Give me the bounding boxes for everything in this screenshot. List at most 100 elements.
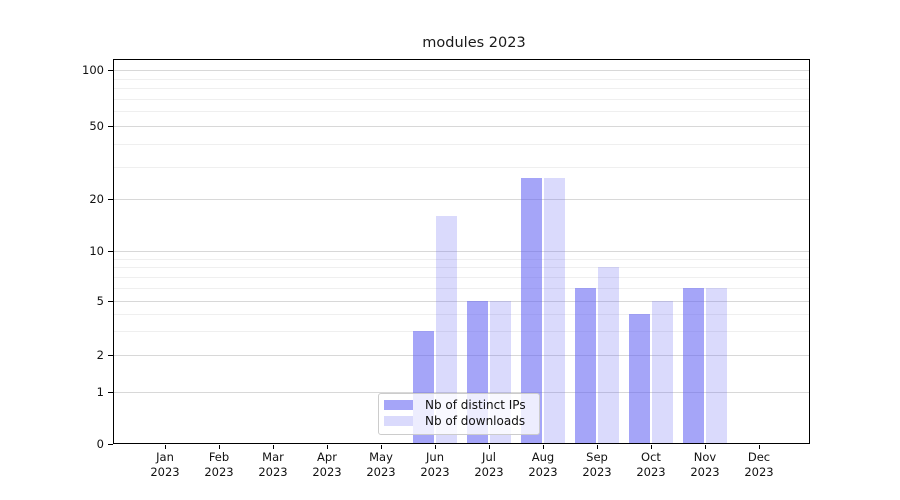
- gridline-minor-9: [114, 259, 809, 260]
- x-tick-year: 2023: [636, 465, 666, 479]
- gridline-minor-90: [114, 79, 809, 80]
- gridline-major-20: [114, 199, 809, 200]
- x-tick-label-apr: Apr 2023: [297, 450, 357, 480]
- x-tick-label-nov: Nov 2023: [675, 450, 735, 480]
- bar-oct-downloads: [652, 301, 673, 443]
- x-tick-month: Oct: [641, 450, 661, 464]
- legend-entry-distinct-ips: Nb of distinct IPs: [379, 397, 539, 413]
- legend-label-distinct-ips: Nb of distinct IPs: [425, 398, 526, 412]
- legend-entry-downloads: Nb of downloads: [379, 413, 539, 429]
- x-tick-year: 2023: [312, 465, 342, 479]
- x-tick-month: Jul: [482, 450, 496, 464]
- y-tick-mark-1: [108, 392, 113, 393]
- bar-sep-downloads: [598, 267, 619, 443]
- x-tick-label-aug: Aug 2023: [513, 450, 573, 480]
- y-tick-label-50: 50: [89, 119, 104, 133]
- x-tick-label-jul: Jul 2023: [459, 450, 519, 480]
- gridline-minor-60: [114, 111, 809, 112]
- y-tick-label-5: 5: [96, 294, 104, 308]
- y-tick-label-20: 20: [89, 192, 104, 206]
- legend-swatch-downloads: [384, 416, 413, 426]
- x-tick-year: 2023: [474, 465, 504, 479]
- x-tick-month: Feb: [208, 450, 230, 464]
- x-tick-month: May: [369, 450, 393, 464]
- x-tick-mark-jul: [489, 445, 490, 449]
- y-tick-mark-50: [108, 126, 113, 127]
- x-tick-year: 2023: [420, 465, 450, 479]
- x-tick-label-sep: Sep 2023: [567, 450, 627, 480]
- x-tick-label-dec: Dec 2023: [729, 450, 789, 480]
- gridline-major-5: [114, 301, 809, 302]
- chart-title: modules 2023: [422, 35, 526, 51]
- gridline-minor-6: [114, 288, 809, 289]
- x-tick-month: Nov: [693, 450, 717, 464]
- x-tick-label-jan: Jan 2023: [135, 450, 195, 480]
- x-tick-mark-oct: [651, 445, 652, 449]
- y-tick-mark-2: [108, 355, 113, 356]
- gridline-minor-3: [114, 331, 809, 332]
- y-tick-label-1: 1: [96, 385, 104, 399]
- legend-label-downloads: Nb of downloads: [425, 414, 526, 428]
- x-tick-mark-mar: [273, 445, 274, 449]
- x-tick-mark-dec: [759, 445, 760, 449]
- y-tick-label-0: 0: [96, 437, 104, 451]
- gridline-major-2: [114, 355, 809, 356]
- y-tick-label-10: 10: [89, 244, 104, 258]
- x-tick-year: 2023: [150, 465, 180, 479]
- x-tick-label-mar: Mar 2023: [243, 450, 303, 480]
- x-tick-month: Mar: [262, 450, 284, 464]
- y-tick-mark-20: [108, 199, 113, 200]
- bar-nov-distinct-ips: [683, 288, 704, 443]
- bar-sep-distinct-ips: [575, 288, 596, 443]
- legend: Nb of distinct IPs Nb of downloads: [378, 393, 540, 435]
- bar-aug-downloads: [544, 178, 565, 443]
- x-tick-mark-jan: [165, 445, 166, 449]
- gridline-major-100: [114, 70, 809, 71]
- x-tick-label-jun: Jun 2023: [405, 450, 465, 480]
- y-tick-mark-10: [108, 251, 113, 252]
- x-tick-year: 2023: [690, 465, 720, 479]
- bar-aug-distinct-ips: [521, 178, 542, 443]
- gridline-minor-7: [114, 277, 809, 278]
- x-tick-year: 2023: [366, 465, 396, 479]
- x-tick-mark-may: [381, 445, 382, 449]
- bar-jun-downloads: [436, 216, 457, 443]
- x-tick-mark-sep: [597, 445, 598, 449]
- x-tick-month: Sep: [586, 450, 608, 464]
- x-tick-mark-jun: [435, 445, 436, 449]
- x-tick-year: 2023: [582, 465, 612, 479]
- x-tick-year: 2023: [258, 465, 288, 479]
- x-tick-mark-aug: [543, 445, 544, 449]
- legend-swatch-distinct-ips: [384, 400, 413, 410]
- x-tick-label-may: May 2023: [351, 450, 411, 480]
- x-tick-month: Aug: [531, 450, 555, 464]
- x-tick-label-oct: Oct 2023: [621, 450, 681, 480]
- gridline-minor-30: [114, 167, 809, 168]
- x-tick-year: 2023: [744, 465, 774, 479]
- y-tick-label-2: 2: [96, 348, 104, 362]
- gridline-minor-40: [114, 144, 809, 145]
- x-tick-month: Dec: [747, 450, 771, 464]
- x-tick-month: Jan: [156, 450, 174, 464]
- plot-area: [113, 59, 810, 444]
- x-tick-mark-nov: [705, 445, 706, 449]
- x-tick-year: 2023: [528, 465, 558, 479]
- x-tick-month: Jun: [426, 450, 444, 464]
- x-tick-label-feb: Feb 2023: [189, 450, 249, 480]
- gridline-minor-8: [114, 267, 809, 268]
- x-tick-year: 2023: [204, 465, 234, 479]
- gridline-minor-80: [114, 88, 809, 89]
- y-tick-mark-100: [108, 70, 113, 71]
- gridline-major-10: [114, 251, 809, 252]
- gridline-major-50: [114, 126, 809, 127]
- x-tick-mark-feb: [219, 445, 220, 449]
- bar-nov-downloads: [706, 288, 727, 443]
- gridline-minor-70: [114, 99, 809, 100]
- x-tick-month: Apr: [317, 450, 337, 464]
- y-tick-label-100: 100: [82, 63, 104, 77]
- gridline-major-1: [114, 392, 809, 393]
- y-tick-mark-0: [108, 444, 113, 445]
- x-tick-mark-apr: [327, 445, 328, 449]
- y-tick-mark-5: [108, 301, 113, 302]
